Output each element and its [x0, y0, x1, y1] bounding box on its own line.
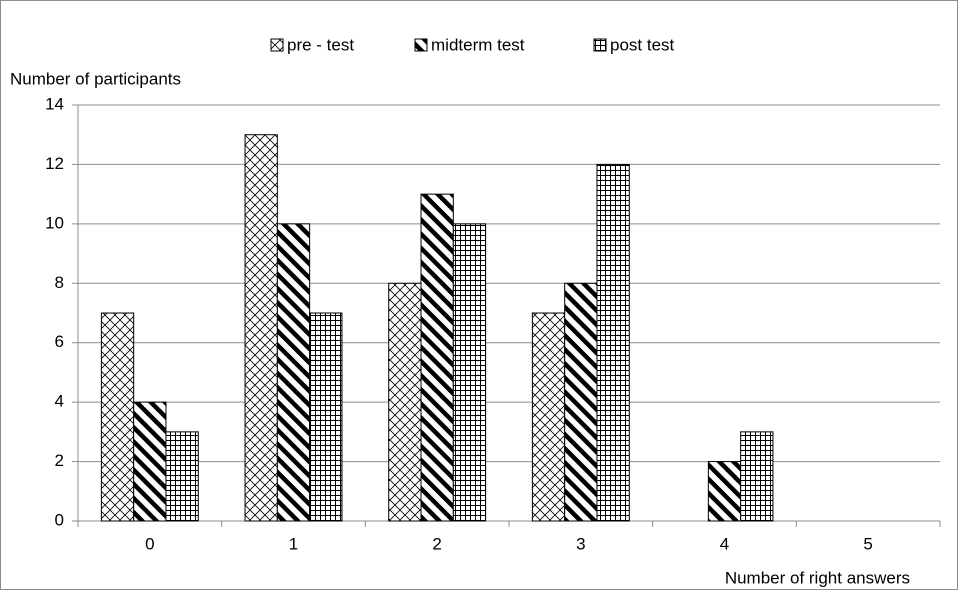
legend-label: pre - test — [287, 35, 354, 54]
x-axis-label: Number of right answers — [725, 568, 910, 587]
x-tick-label: 4 — [720, 534, 729, 553]
bar — [276, 223, 311, 522]
bar — [707, 461, 742, 522]
bar — [244, 134, 278, 522]
bar — [420, 193, 454, 522]
y-tick-label: 0 — [55, 510, 64, 529]
bar — [100, 312, 135, 522]
bar — [564, 282, 598, 522]
legend-swatch — [593, 38, 607, 52]
bar — [165, 431, 199, 522]
y-tick-label: 6 — [55, 332, 64, 351]
y-tick-label: 2 — [55, 451, 64, 470]
y-axis-label: Number of participants — [10, 69, 181, 88]
y-tick-label: 12 — [45, 154, 64, 173]
x-tick-label: 1 — [289, 534, 298, 553]
x-tick-label: 3 — [576, 534, 585, 553]
y-tick-label: 8 — [55, 273, 64, 292]
x-tick-label: 0 — [145, 534, 154, 553]
legend-label: midterm test — [431, 35, 525, 54]
x-tick-label: 5 — [863, 534, 872, 553]
bar — [452, 223, 487, 522]
bar — [133, 401, 167, 522]
bar — [309, 312, 343, 522]
y-tick-label: 4 — [55, 392, 64, 411]
y-tick-label: 14 — [45, 94, 64, 113]
bar — [596, 163, 630, 522]
bar — [531, 312, 566, 522]
legend-swatch — [414, 38, 428, 52]
legend-label: post test — [610, 35, 675, 54]
x-tick-label: 2 — [432, 534, 441, 553]
legend-swatch — [270, 38, 284, 52]
bar — [740, 431, 774, 522]
bar — [388, 282, 422, 522]
y-tick-label: 10 — [45, 213, 64, 232]
